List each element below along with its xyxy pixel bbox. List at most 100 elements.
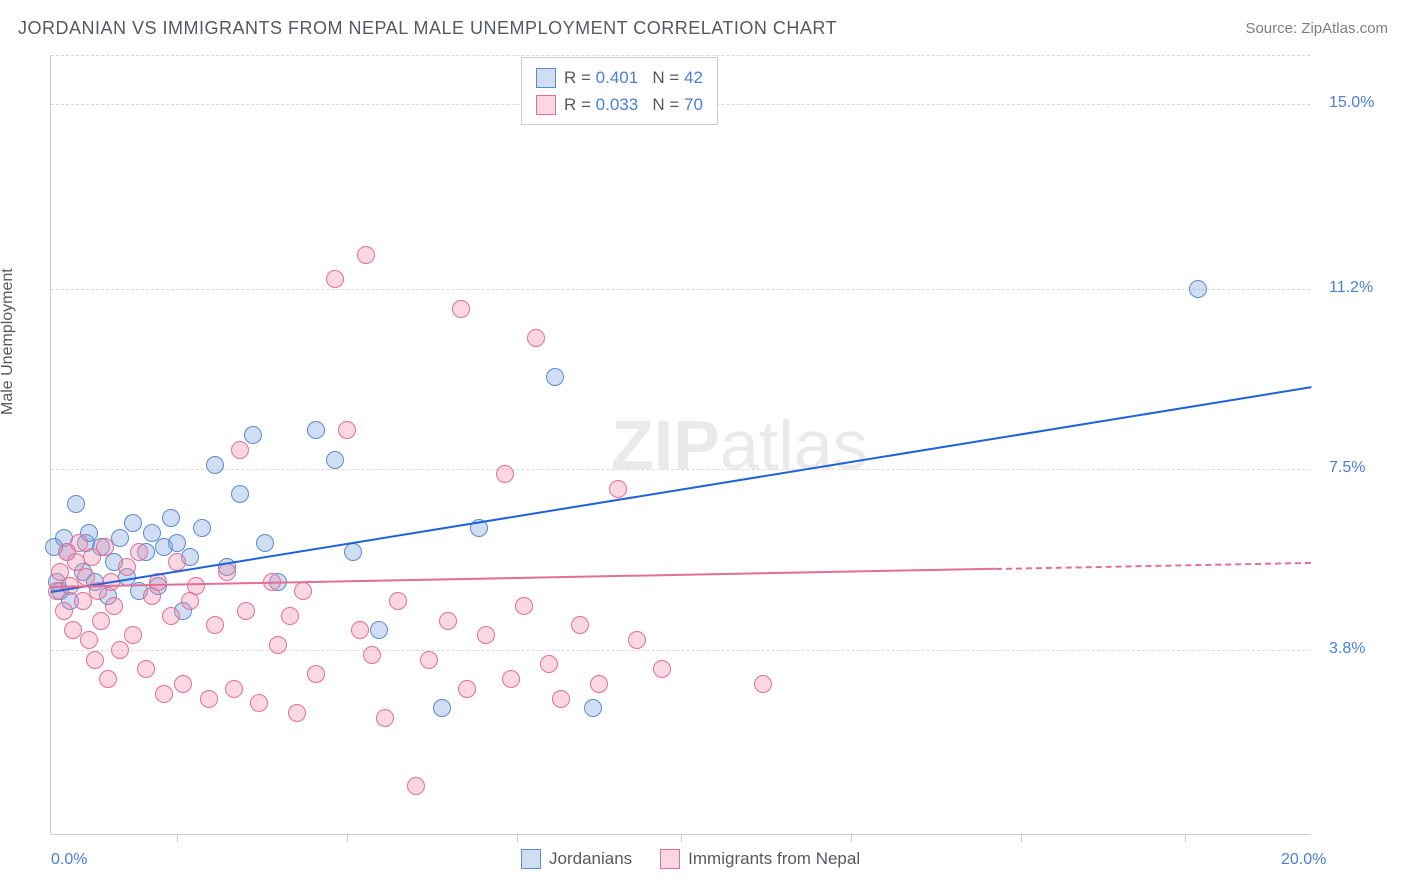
scatter-point xyxy=(294,582,312,600)
scatter-point xyxy=(162,509,180,527)
scatter-plot-area: ZIPatlas 3.8%7.5%11.2%15.0%0.0%20.0% R =… xyxy=(50,55,1310,835)
legend-swatch xyxy=(660,849,680,869)
scatter-point xyxy=(206,616,224,634)
scatter-point xyxy=(70,534,88,552)
scatter-point xyxy=(124,514,142,532)
scatter-point xyxy=(370,621,388,639)
scatter-point xyxy=(584,699,602,717)
gridline xyxy=(51,55,1310,56)
scatter-point xyxy=(96,538,114,556)
scatter-point xyxy=(244,426,262,444)
scatter-point xyxy=(281,607,299,625)
correlation-legend: R = 0.401 N = 42 R = 0.033 N = 70 xyxy=(521,57,718,125)
scatter-point xyxy=(137,660,155,678)
scatter-point xyxy=(326,451,344,469)
x-tick xyxy=(1185,834,1186,842)
scatter-point xyxy=(546,368,564,386)
scatter-point xyxy=(250,694,268,712)
scatter-point xyxy=(206,456,224,474)
watermark-bold: ZIP xyxy=(611,406,720,484)
scatter-point xyxy=(552,690,570,708)
series-legend: Jordanians Immigrants from Nepal xyxy=(521,849,860,869)
scatter-point xyxy=(155,685,173,703)
scatter-point xyxy=(433,699,451,717)
scatter-point xyxy=(162,607,180,625)
scatter-point xyxy=(326,270,344,288)
scatter-point xyxy=(590,675,608,693)
scatter-point xyxy=(92,612,110,630)
scatter-point xyxy=(174,675,192,693)
scatter-point xyxy=(193,519,211,537)
scatter-point xyxy=(338,421,356,439)
scatter-point xyxy=(609,480,627,498)
scatter-point xyxy=(74,592,92,610)
legend-item: Jordanians xyxy=(521,849,632,869)
x-max-label: 20.0% xyxy=(1281,851,1370,869)
legend-label: Immigrants from Nepal xyxy=(688,849,860,869)
chart-title: JORDANIAN VS IMMIGRANTS FROM NEPAL MALE … xyxy=(18,18,837,39)
scatter-point xyxy=(344,543,362,561)
x-tick xyxy=(177,834,178,842)
chart-header: JORDANIAN VS IMMIGRANTS FROM NEPAL MALE … xyxy=(18,18,1388,39)
scatter-point xyxy=(628,631,646,649)
scatter-point xyxy=(307,665,325,683)
watermark: ZIPatlas xyxy=(611,405,868,485)
gridline xyxy=(51,469,1310,470)
scatter-point xyxy=(420,651,438,669)
scatter-point xyxy=(458,680,476,698)
scatter-point xyxy=(168,553,186,571)
scatter-point xyxy=(307,421,325,439)
x-min-label: 0.0% xyxy=(51,851,87,869)
scatter-point xyxy=(225,680,243,698)
scatter-point xyxy=(218,563,236,581)
scatter-point xyxy=(571,616,589,634)
chart-source: Source: ZipAtlas.com xyxy=(1245,20,1388,37)
scatter-point xyxy=(439,612,457,630)
scatter-point xyxy=(200,690,218,708)
legend-text: R = 0.033 N = 70 xyxy=(564,91,703,118)
scatter-point xyxy=(407,777,425,795)
scatter-point xyxy=(357,246,375,264)
scatter-point xyxy=(143,524,161,542)
scatter-point xyxy=(105,597,123,615)
legend-item: Immigrants from Nepal xyxy=(660,849,860,869)
scatter-point xyxy=(389,592,407,610)
y-tick-label: 15.0% xyxy=(1329,94,1374,112)
scatter-point xyxy=(237,602,255,620)
legend-swatch xyxy=(521,849,541,869)
scatter-point xyxy=(99,670,117,688)
scatter-point xyxy=(288,704,306,722)
legend-swatch xyxy=(536,95,556,115)
scatter-point xyxy=(256,534,274,552)
scatter-point xyxy=(168,534,186,552)
scatter-point xyxy=(477,626,495,644)
scatter-point xyxy=(118,558,136,576)
legend-label: Jordanians xyxy=(549,849,632,869)
regression-line xyxy=(996,562,1311,570)
scatter-point xyxy=(111,641,129,659)
scatter-point xyxy=(111,529,129,547)
scatter-point xyxy=(124,626,142,644)
scatter-point xyxy=(231,485,249,503)
y-tick-label: 7.5% xyxy=(1329,459,1365,477)
scatter-point xyxy=(86,651,104,669)
gridline xyxy=(51,650,1310,651)
scatter-point xyxy=(515,597,533,615)
scatter-point xyxy=(55,602,73,620)
legend-text: R = 0.401 N = 42 xyxy=(564,64,703,91)
scatter-point xyxy=(653,660,671,678)
x-tick xyxy=(851,834,852,842)
scatter-point xyxy=(1189,280,1207,298)
scatter-point xyxy=(363,646,381,664)
y-tick-label: 3.8% xyxy=(1329,640,1365,658)
scatter-point xyxy=(540,655,558,673)
y-tick-label: 11.2% xyxy=(1329,279,1373,297)
scatter-point xyxy=(376,709,394,727)
scatter-point xyxy=(80,631,98,649)
scatter-point xyxy=(754,675,772,693)
scatter-point xyxy=(496,465,514,483)
gridline xyxy=(51,289,1310,290)
scatter-point xyxy=(452,300,470,318)
legend-row: R = 0.401 N = 42 xyxy=(536,64,703,91)
scatter-point xyxy=(187,577,205,595)
